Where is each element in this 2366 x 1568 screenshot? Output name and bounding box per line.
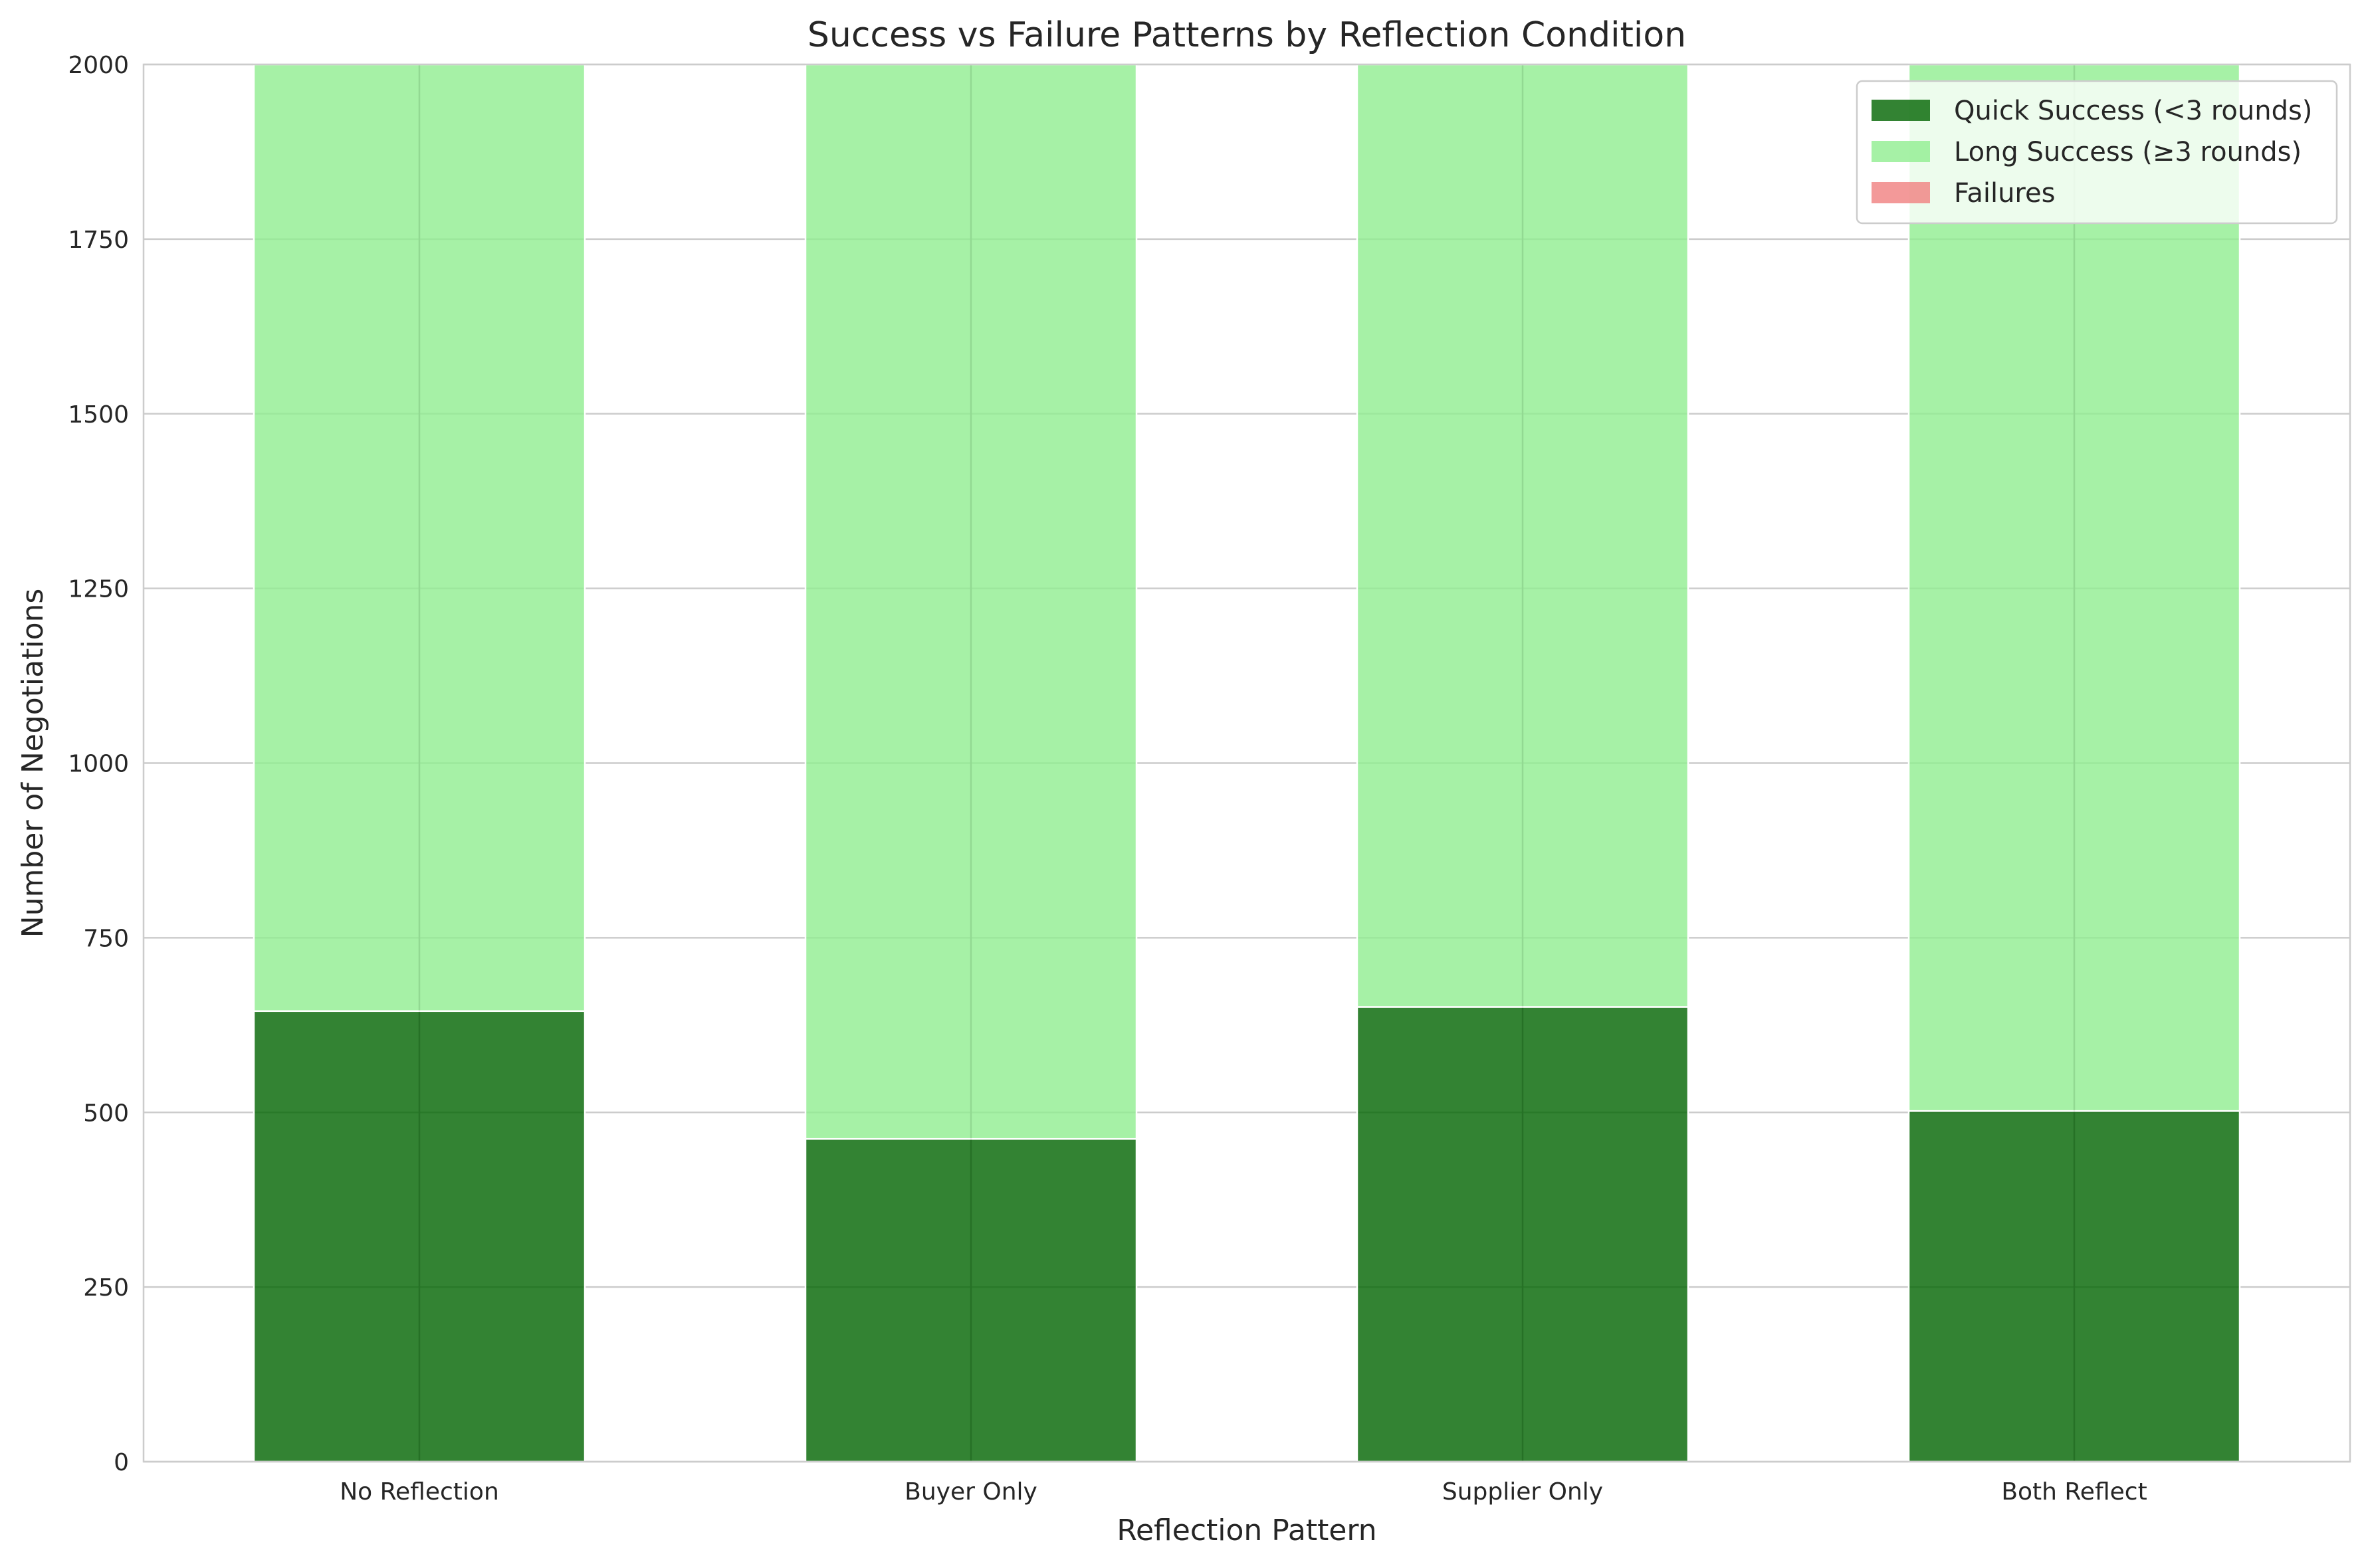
chart-title: Success vs Failure Patterns by Reflectio… [807, 15, 1686, 55]
legend: Quick Success (<3 rounds) Long Success (≥… [1856, 80, 2338, 225]
legend-swatch [1872, 100, 1930, 121]
x-tick-label: Both Reflect [2001, 1478, 2147, 1506]
legend-swatch [1872, 141, 1930, 162]
y-tick-label: 2000 [68, 52, 129, 79]
legend-label: Failures [1954, 178, 2055, 209]
y-tick-label: 1000 [68, 751, 129, 778]
y-axis-ticks: 0 250 500 750 1000 1250 1500 1750 2000 [68, 52, 129, 1476]
bar-segment [253, 1010, 586, 1463]
x-axis-ticks: No Reflection Buyer Only Supplier Only Both… [340, 1478, 2147, 1506]
y-tick-label: 750 [83, 925, 129, 952]
bar-segment [1907, 63, 2241, 1112]
legend-label: Long Success (≥3 rounds) [1954, 137, 2302, 167]
plot-frame [142, 63, 2351, 1463]
bar-segment [804, 63, 1138, 1140]
legend-box [1856, 80, 2338, 225]
legend-swatch [1872, 182, 1930, 203]
x-tick-label: No Reflection [340, 1478, 499, 1506]
bar-segment [253, 63, 586, 1013]
bar-segment [1907, 1110, 2241, 1463]
x-tick-label: Buyer Only [905, 1478, 1037, 1506]
legend-label: Quick Success (<3 rounds) [1954, 96, 2312, 126]
y-tick-label: 1500 [68, 401, 129, 429]
bar-segment [1356, 1006, 1689, 1463]
y-tick-label: 0 [114, 1449, 129, 1476]
x-axis-label: Reflection Pattern [1117, 1514, 1376, 1547]
y-tick-label: 1750 [68, 227, 129, 254]
y-tick-label: 250 [83, 1274, 129, 1302]
bars [253, 63, 2241, 1463]
x-tick-label: Supplier Only [1442, 1478, 1603, 1506]
y-axis-label: Number of Negotiations [16, 589, 50, 938]
bar-segment [1356, 63, 1689, 1008]
y-tick-label: 500 [83, 1100, 129, 1127]
y-tick-label: 1250 [68, 576, 129, 603]
